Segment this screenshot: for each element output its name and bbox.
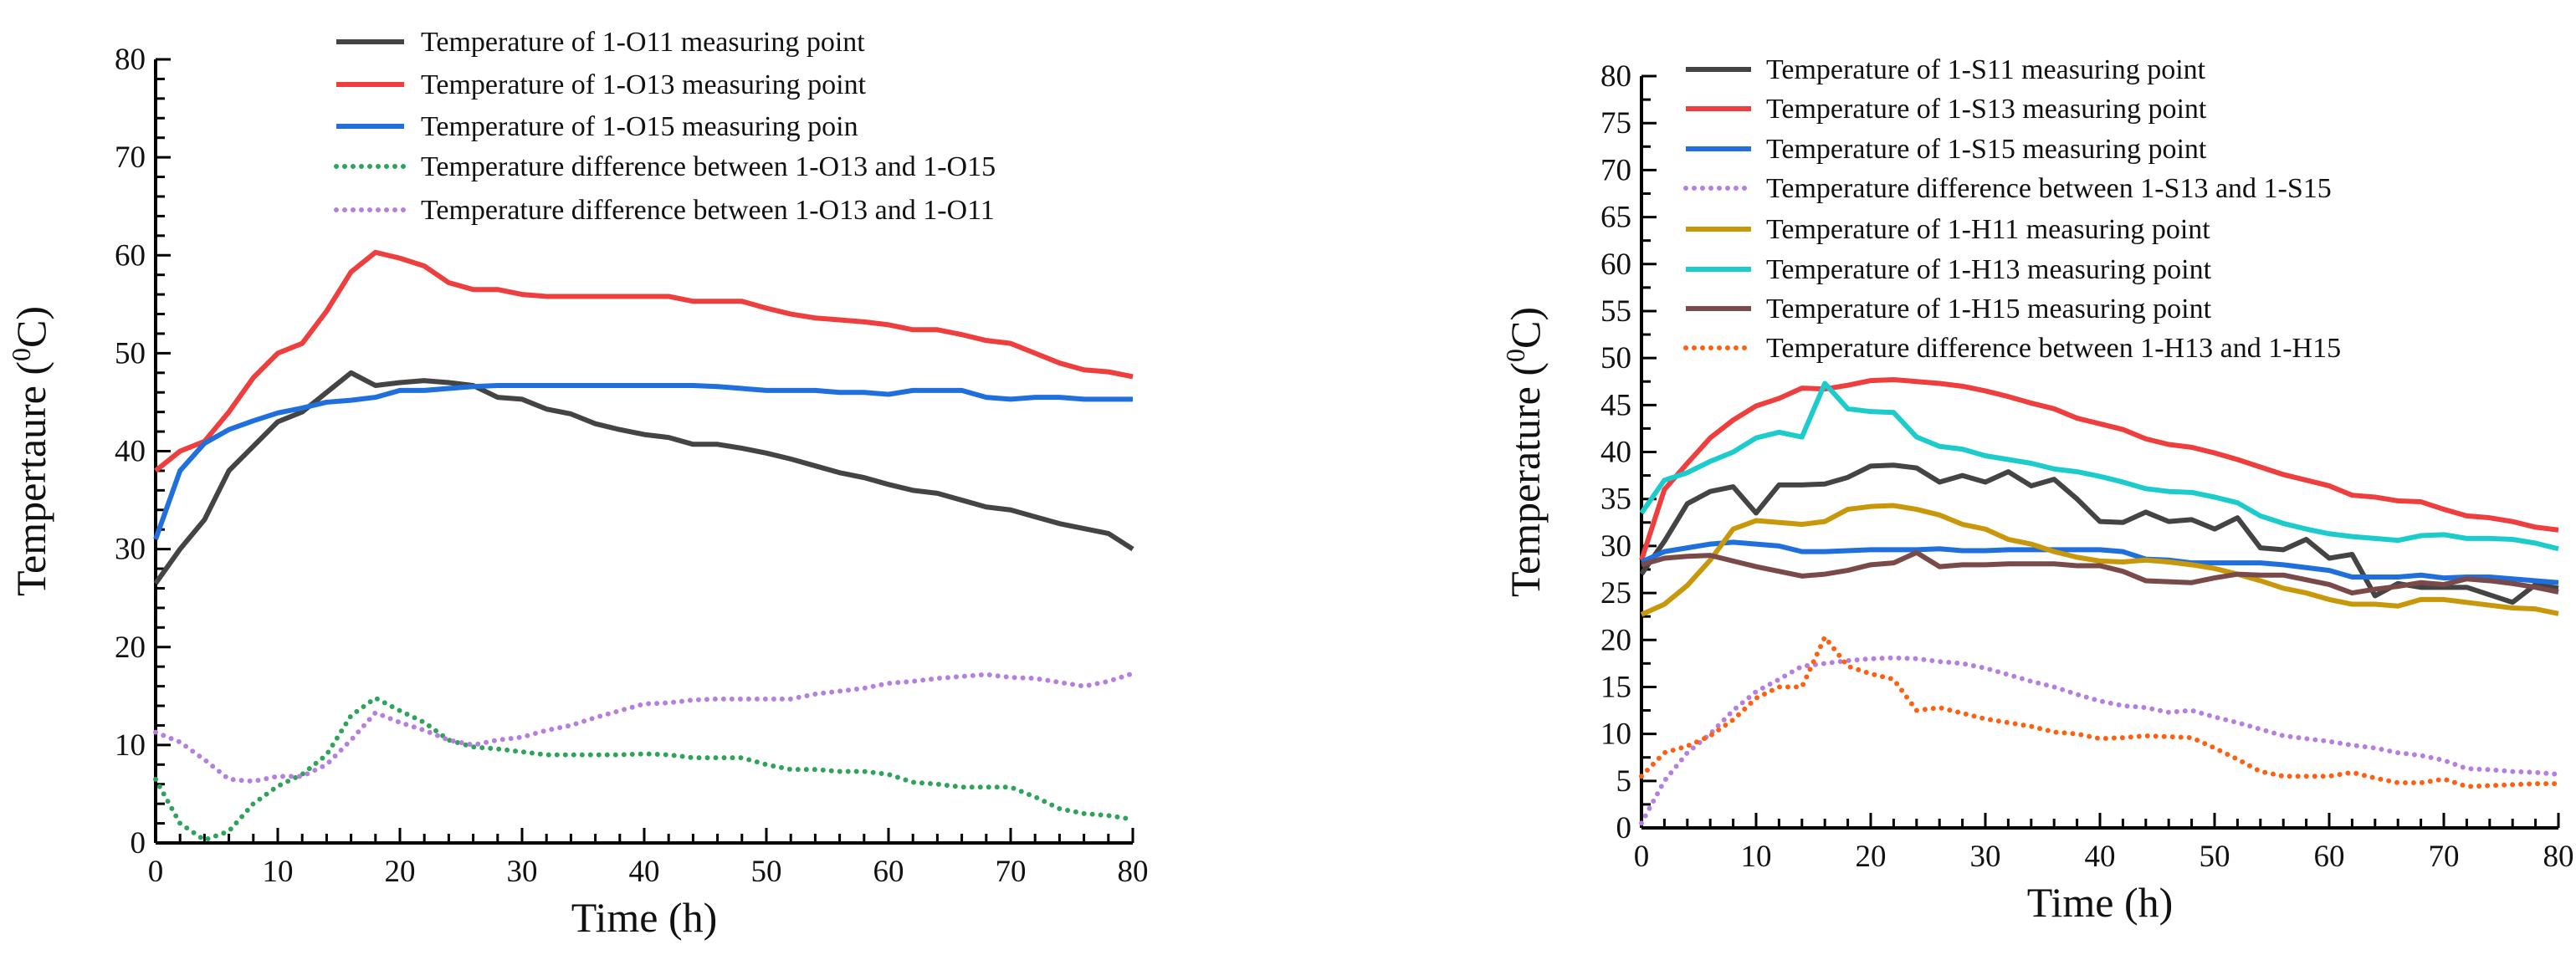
y-tick-label: 35 <box>1600 483 1631 517</box>
y-axis-title-unit: C) <box>8 306 54 348</box>
x-tick-label: 30 <box>1970 840 2001 874</box>
x-tick-label: 50 <box>2200 840 2230 874</box>
y-tick-label: 80 <box>115 43 146 77</box>
y-tick-label: 5 <box>1616 764 1632 799</box>
legend-label: Temperature of 1-H11 measuring point <box>1766 214 2210 245</box>
legend-label: Temperature of 1-S11 measuring point <box>1766 54 2206 85</box>
y-axis-title-text: Tempertaure ( <box>8 361 54 596</box>
x-tick-label: 10 <box>263 855 294 889</box>
y-tick-label: 30 <box>115 533 146 567</box>
series-line-4 <box>153 695 1135 843</box>
legend-label: Temperature difference between 1-O13 and… <box>421 151 996 182</box>
y-axis-title-superscript: 0 <box>6 348 36 361</box>
x-tick-label: 30 <box>507 855 538 889</box>
y-tick-label: 50 <box>1600 341 1631 375</box>
legend-label: Temperature difference between 1-H13 and… <box>1766 333 2341 364</box>
y-tick-label: 60 <box>1600 248 1631 282</box>
legend-label: Temperature difference between 1-O13 and… <box>421 195 995 226</box>
y-tick-label: 45 <box>1600 388 1631 422</box>
y-tick-label: 0 <box>131 826 146 861</box>
x-tick-label: 70 <box>2429 840 2460 874</box>
x-tick-label: 80 <box>1118 855 1149 889</box>
series-line-8 <box>1639 634 2561 789</box>
chart-2: 0 5 10 15 20 25 30 35 40 45 50 55 60 65 70 75 80 0 10 20 30 4… <box>1500 54 2574 926</box>
legend-label: Temperature of 1-O13 measuring point <box>421 69 867 100</box>
series-line-6 <box>1639 380 2559 552</box>
x-tick-label: 0 <box>148 855 164 889</box>
y-tick-label: 40 <box>1600 436 1631 470</box>
series-line-2 <box>154 249 1134 473</box>
y-tick-label: 80 <box>1600 59 1631 94</box>
y-tick-label: 60 <box>115 238 146 273</box>
x-tick-label: 70 <box>996 855 1027 889</box>
series-line-5 <box>1640 503 2559 617</box>
legend-label: Temperature of 1-O15 measuring poin <box>421 111 858 142</box>
y-tick-label: 10 <box>115 728 146 763</box>
series-line-4 <box>1639 655 2561 826</box>
legend-label: Temperature of 1-S15 measuring point <box>1766 134 2207 165</box>
x-tick-label: 20 <box>1856 840 1887 874</box>
x-tick-label: 60 <box>2314 840 2345 874</box>
x-tick-label: 50 <box>751 855 782 889</box>
y-tick-label: 15 <box>1600 670 1631 704</box>
y-tick-label: 0 <box>1616 811 1632 845</box>
chart-1: 0 10 20 30 40 50 60 70 80 0 10 20 30 40 50 60 70 80 Time (… <box>6 27 1149 941</box>
y-axis-title: Temperature (0C) <box>1500 307 1549 597</box>
series-line-3 <box>153 383 1133 540</box>
legend-label: Temperature of 1-H13 measuring point <box>1766 254 2212 285</box>
x-tick-label: 40 <box>2085 840 2116 874</box>
x-tick-label: 60 <box>873 855 904 889</box>
y-axis-title-text: Temperature ( <box>1502 362 1549 597</box>
legend-label: Temperature of 1-S13 measuring point <box>1766 94 2207 125</box>
y-tick-label: 25 <box>1600 576 1631 610</box>
y-tick-label: 50 <box>115 336 146 370</box>
legend-label: Temperature of 1-H15 measuring point <box>1766 294 2212 324</box>
y-tick-label: 30 <box>1600 529 1631 564</box>
y-tick-label: 20 <box>115 631 146 665</box>
x-tick-label: 10 <box>1741 840 1772 874</box>
series-line-7 <box>1641 549 2559 596</box>
y-tick-label: 20 <box>1600 623 1631 657</box>
y-tick-label: 10 <box>1600 718 1631 752</box>
series-line-3 <box>1640 539 2559 585</box>
x-axis-title: Time (h) <box>571 894 718 941</box>
y-axis-title-superscript: 0 <box>1500 349 1530 362</box>
x-tick-label: 0 <box>1634 840 1650 874</box>
y-axis-title: Tempertaure (0C) <box>6 306 54 596</box>
legend-label: Temperature of 1-O11 measuring point <box>421 27 865 58</box>
x-tick-label: 80 <box>2543 840 2574 874</box>
y-axis-title-unit: C) <box>1502 307 1549 349</box>
series-line-5 <box>153 671 1135 784</box>
y-tick-label: 65 <box>1600 201 1631 235</box>
y-tick-label: 40 <box>115 435 146 469</box>
series-line-1 <box>153 370 1134 585</box>
y-tick-label: 55 <box>1600 294 1631 329</box>
y-tick-label: 70 <box>1600 153 1631 187</box>
y-tick-label: 70 <box>115 140 146 175</box>
x-axis-title: Time (h) <box>2027 879 2174 926</box>
legend-label: Temperature difference between 1-S13 and… <box>1766 173 2332 204</box>
series-line-2 <box>1639 376 2559 561</box>
x-tick-label: 20 <box>385 855 416 889</box>
y-tick-label: 75 <box>1600 106 1631 140</box>
x-tick-label: 40 <box>629 855 660 889</box>
